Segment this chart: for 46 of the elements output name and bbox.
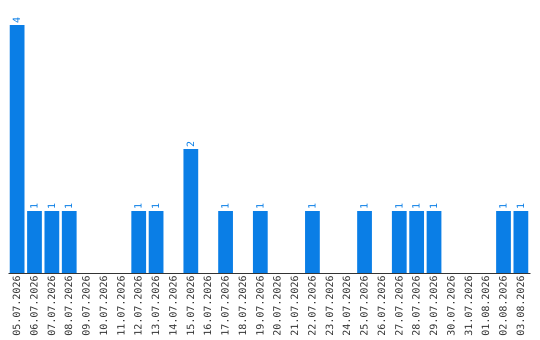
x-tick-label: 07.07.2026 — [46, 276, 58, 336]
x-tick-label: 19.07.2026 — [255, 276, 266, 336]
data-label: 1 — [46, 202, 58, 209]
data-label: 2 — [186, 140, 197, 147]
x-tick-label: 31.07.2026 — [464, 276, 475, 336]
x-tick-label: 20.07.2026 — [272, 276, 284, 336]
data-label: 1 — [220, 202, 232, 209]
data-label: 1 — [498, 202, 510, 209]
data-label: 1 — [516, 202, 527, 209]
x-tick-label: 11.07.2026 — [116, 276, 128, 336]
x-tick-label: 17.07.2026 — [220, 276, 232, 336]
x-tick-label: 12.07.2026 — [134, 276, 145, 336]
x-tick-label: 10.07.2026 — [98, 276, 110, 336]
x-tick-label: 06.07.2026 — [29, 276, 40, 336]
x-tick-label: 27.07.2026 — [394, 276, 406, 336]
x-tick-label: 08.07.2026 — [64, 276, 76, 336]
x-tick-label: 01.08.2026 — [481, 276, 492, 336]
data-label: 1 — [29, 202, 40, 209]
x-tick-label: 03.08.2026 — [516, 276, 527, 336]
x-tick-label: 23.07.2026 — [324, 276, 336, 336]
x-tick-label: 13.07.2026 — [151, 276, 162, 336]
x-tick-label: 21.07.2026 — [290, 276, 302, 336]
x-tick-label: 14.07.2026 — [168, 276, 180, 336]
data-label: 1 — [394, 202, 406, 209]
x-tick-label: 15.07.2026 — [186, 276, 197, 336]
data-label: 1 — [64, 202, 76, 209]
x-tick-label: 29.07.2026 — [429, 276, 440, 336]
x-tick-label: 22.07.2026 — [307, 276, 318, 336]
data-label: 1 — [360, 202, 371, 209]
x-tick-label: 26.07.2026 — [376, 276, 388, 336]
data-label: 4 — [12, 16, 24, 23]
data-label: 1 — [412, 202, 423, 209]
data-label: 1 — [255, 202, 266, 209]
x-tick-label: 25.07.2026 — [360, 276, 371, 336]
data-label: 1 — [429, 202, 440, 209]
x-tick-label: 05.07.2026 — [12, 276, 24, 336]
x-tick-label: 09.07.2026 — [82, 276, 93, 336]
data-label: 1 — [307, 202, 318, 209]
x-tick-label: 24.07.2026 — [342, 276, 354, 336]
x-tick-label: 18.07.2026 — [238, 276, 249, 336]
x-tick-label: 28.07.2026 — [412, 276, 423, 336]
data-label: 1 — [151, 202, 162, 209]
x-tick-label: 02.08.2026 — [498, 276, 510, 336]
x-tick-label: 30.07.2026 — [446, 276, 458, 336]
data-label: 1 — [134, 202, 145, 209]
x-tick-label: 16.07.2026 — [203, 276, 214, 336]
